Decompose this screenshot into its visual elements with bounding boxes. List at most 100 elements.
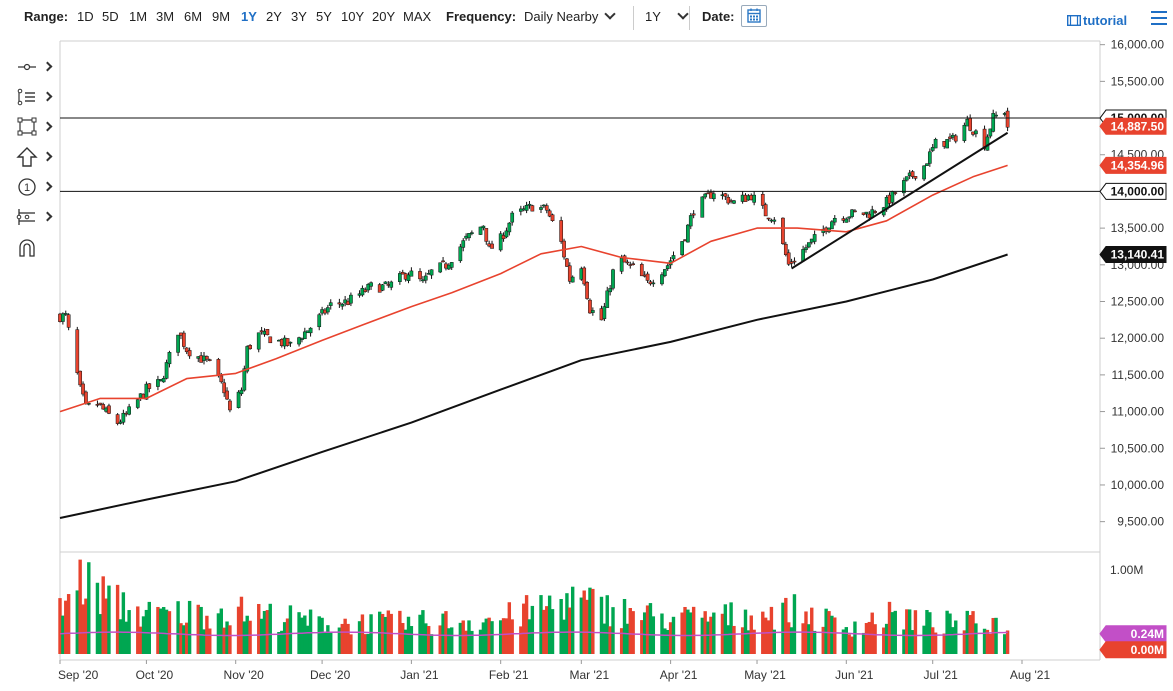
volume-bar bbox=[611, 607, 615, 654]
candle-body bbox=[902, 180, 906, 194]
chevron-down-icon bbox=[677, 8, 689, 20]
frequency-dropdown[interactable]: Daily Nearby bbox=[524, 8, 617, 24]
candle-body bbox=[945, 139, 949, 149]
price-tick-label: 15,500.00 bbox=[1111, 74, 1165, 88]
candle-body bbox=[228, 400, 232, 411]
volume-bar bbox=[504, 618, 509, 654]
tutorial-label: tutorial bbox=[1083, 13, 1128, 28]
counter-tool[interactable]: 1 bbox=[14, 176, 54, 200]
candle-body bbox=[380, 284, 385, 291]
range-9m-button[interactable]: 9M bbox=[212, 9, 231, 24]
range-2y-button[interactable]: 2Y bbox=[266, 9, 282, 24]
range-3y-button[interactable]: 3Y bbox=[291, 9, 307, 24]
candle-body bbox=[605, 290, 610, 308]
calendar-glyph bbox=[747, 8, 761, 23]
volume-bar bbox=[282, 622, 287, 654]
candle-body bbox=[913, 176, 918, 179]
volume-bar bbox=[663, 628, 667, 654]
volume-bar bbox=[850, 636, 854, 654]
volume-bar bbox=[599, 596, 604, 654]
range-1d-button[interactable]: 1D bbox=[77, 9, 94, 24]
volume-bar bbox=[98, 614, 103, 654]
candle-body bbox=[481, 225, 486, 229]
candle-body bbox=[449, 262, 454, 268]
volume-bar bbox=[925, 609, 929, 654]
period-dropdown[interactable]: 1Y bbox=[645, 8, 689, 24]
crosshair-tool[interactable] bbox=[14, 56, 54, 80]
trend-lines-tool[interactable] bbox=[14, 86, 54, 110]
volume-bar bbox=[216, 613, 221, 654]
calendar-icon[interactable] bbox=[741, 5, 767, 27]
volume-bar bbox=[225, 621, 229, 654]
candle-body bbox=[207, 359, 212, 361]
volume-bar bbox=[424, 623, 428, 654]
candle-body bbox=[115, 414, 120, 424]
trendline[interactable] bbox=[791, 131, 1009, 270]
volume-bar bbox=[164, 609, 169, 654]
candle-body bbox=[590, 310, 595, 313]
time-tick-label: Mar '21 bbox=[570, 668, 610, 682]
candle-body bbox=[441, 260, 445, 263]
rectangle-tool[interactable] bbox=[14, 116, 54, 140]
menu-icon[interactable] bbox=[1151, 11, 1167, 25]
range-6m-button[interactable]: 6M bbox=[184, 9, 203, 24]
candle-body bbox=[789, 261, 794, 264]
range-1y-button[interactable]: 1Y bbox=[241, 9, 257, 24]
candle-body bbox=[588, 299, 592, 314]
candle-body bbox=[458, 246, 463, 262]
volume-bar bbox=[991, 617, 995, 654]
volume-bar bbox=[288, 605, 293, 654]
candle-body bbox=[611, 269, 615, 289]
range-10y-button[interactable]: 10Y bbox=[341, 9, 365, 24]
volume-bar bbox=[772, 629, 776, 654]
volume-bar bbox=[524, 595, 529, 654]
volume-bar bbox=[945, 610, 949, 654]
toolbar: Range: 1D 5D 1M 3M 6M 9M 1Y 2Y 3Y 5Y 10Y… bbox=[0, 0, 1173, 36]
volume-bar bbox=[219, 608, 223, 654]
price-tick-label: 13,500.00 bbox=[1111, 221, 1165, 235]
arrow-tool[interactable] bbox=[14, 146, 54, 170]
volume-bar bbox=[873, 624, 877, 654]
volume-bar bbox=[712, 612, 716, 654]
volume-bar bbox=[645, 605, 650, 654]
volume-bar bbox=[501, 618, 506, 654]
tutorial-link[interactable]: tutorial bbox=[1066, 13, 1128, 28]
volume-bar bbox=[403, 629, 408, 654]
candle-body bbox=[807, 242, 811, 248]
candle-body bbox=[366, 284, 371, 291]
volume-bar bbox=[720, 613, 725, 654]
range-max-button[interactable]: MAX bbox=[403, 9, 432, 24]
candle-body bbox=[236, 391, 241, 408]
measure-tool[interactable] bbox=[14, 206, 54, 230]
candle-body bbox=[703, 193, 708, 198]
candle-body bbox=[850, 209, 854, 217]
range-3m-button[interactable]: 3M bbox=[156, 9, 175, 24]
price-chart[interactable]: 9,500.00 10,000.00 10,500.00 11,000.00 11,50… bbox=[0, 36, 1173, 691]
toolbar-divider bbox=[689, 6, 690, 30]
range-5d-button[interactable]: 5D bbox=[102, 9, 119, 24]
candle-body bbox=[406, 274, 411, 281]
candle-body bbox=[645, 273, 650, 281]
range-20y-button[interactable]: 20Y bbox=[372, 9, 396, 24]
candle-body bbox=[308, 327, 313, 334]
volume-bar bbox=[257, 603, 261, 654]
range-5y-button[interactable]: 5Y bbox=[316, 9, 332, 24]
candle-body bbox=[544, 205, 549, 211]
frequency-label: Frequency: bbox=[446, 9, 517, 24]
candle-body bbox=[933, 139, 938, 149]
candle-body bbox=[144, 383, 149, 400]
volume-bar bbox=[902, 629, 906, 654]
range-1m-button[interactable]: 1M bbox=[129, 9, 148, 24]
volume-bar bbox=[666, 630, 670, 654]
volume-bar bbox=[994, 617, 998, 654]
volume-bar bbox=[461, 620, 465, 654]
volume-bar bbox=[323, 633, 327, 654]
volume-bar bbox=[61, 615, 65, 654]
volume-bar bbox=[481, 622, 486, 654]
volume-bar bbox=[841, 629, 846, 654]
candle-body bbox=[847, 216, 852, 219]
volume-bar bbox=[763, 617, 768, 654]
volume-tick-label: 1.00M bbox=[1110, 563, 1143, 577]
volume-bar bbox=[605, 595, 609, 654]
magnet-tool[interactable] bbox=[14, 236, 54, 260]
